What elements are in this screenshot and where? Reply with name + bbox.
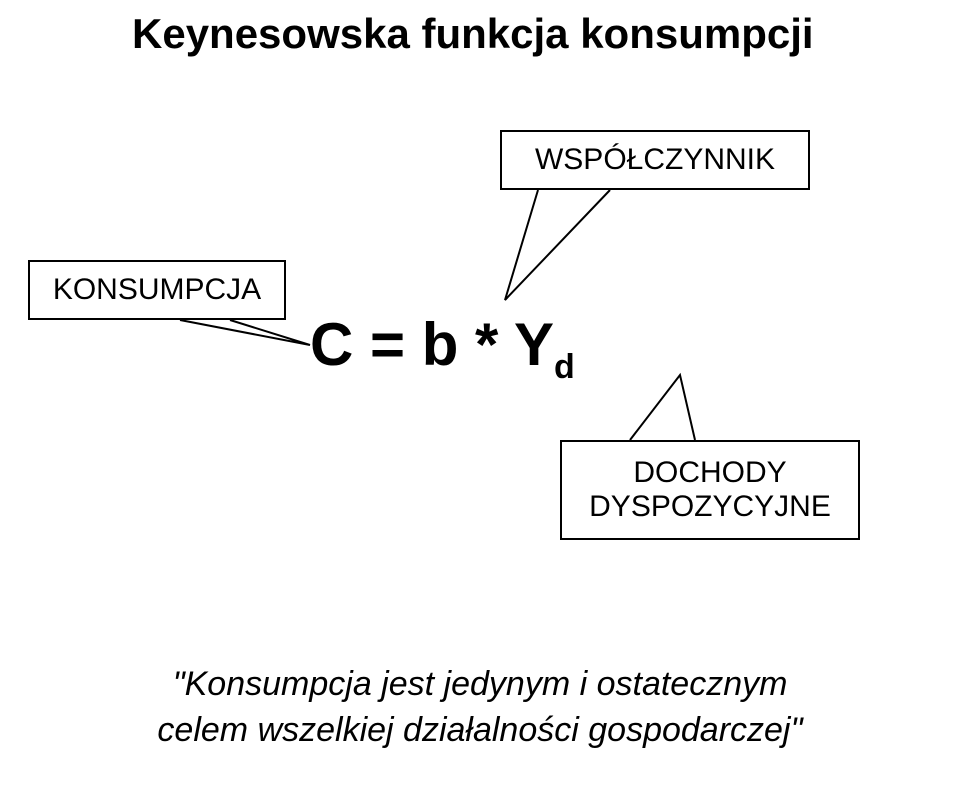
slide-title: Keynesowska funkcja konsumpcji — [132, 10, 814, 58]
callout-wspolczynnik: WSPÓŁCZYNNIK — [500, 130, 810, 190]
callout-dochody-line2: DYSPOZYCYJNE — [589, 490, 831, 524]
callout-wspolczynnik-tail — [500, 190, 660, 310]
callout-konsumpcja: KONSUMPCJA — [28, 260, 286, 320]
quote: "Konsumpcja jest jedynym i ostatecznym c… — [0, 662, 960, 754]
callout-wspolczynnik-label: WSPÓŁCZYNNIK — [535, 143, 775, 177]
quote-line1: "Konsumpcja jest jedynym i ostatecznym — [0, 662, 960, 708]
formula-main: C = b * Y — [310, 311, 554, 378]
quote-line2: celem wszelkiej działalności gospodarcze… — [0, 708, 960, 754]
formula: C = b * Yd — [310, 310, 575, 387]
callout-dochody-tail — [630, 375, 770, 445]
callout-konsumpcja-label: KONSUMPCJA — [53, 273, 261, 307]
callout-wspolczynnik-tail-line — [505, 190, 610, 300]
callout-konsumpcja-tail-line — [180, 320, 310, 345]
formula-subscript: d — [554, 348, 575, 386]
callout-dochody-line1: DOCHODY — [589, 456, 831, 490]
callout-dochody: DOCHODY DYSPOZYCYJNE — [560, 440, 860, 540]
callout-dochody-tail-line — [630, 375, 695, 440]
